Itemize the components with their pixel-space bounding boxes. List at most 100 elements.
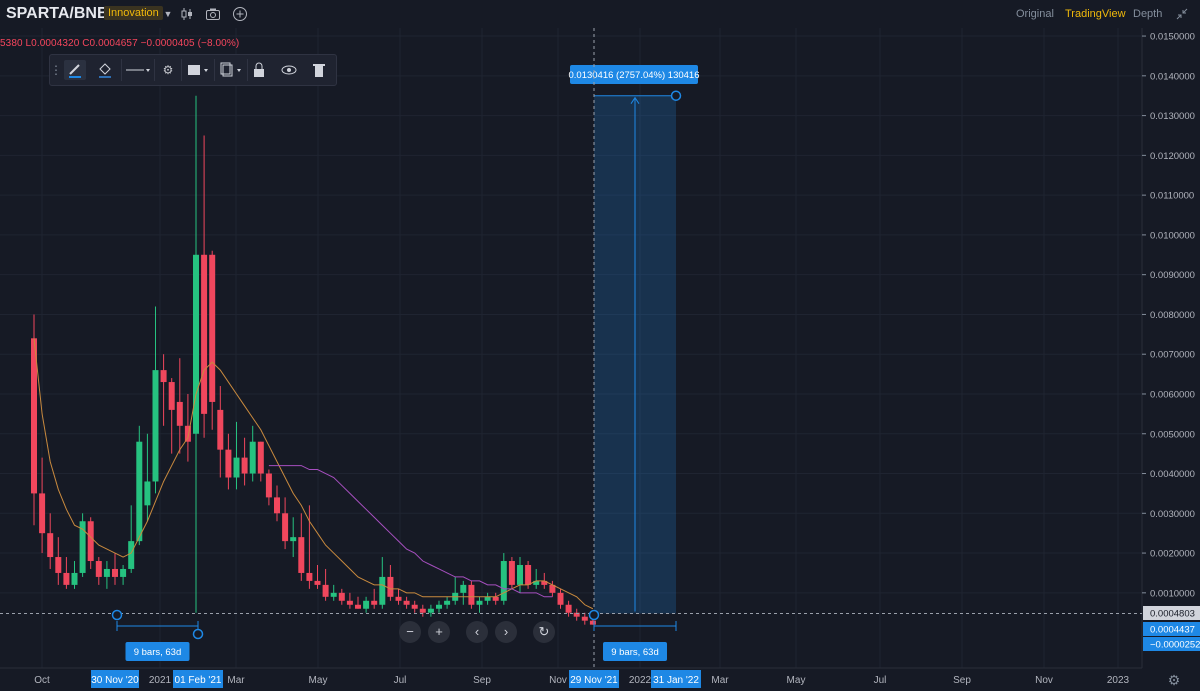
candle-body [565, 604, 572, 613]
chevron-down-icon[interactable]: ▼ [163, 9, 173, 19]
time-highlight-label: 30 Nov '20 [91, 675, 139, 686]
candle-body [306, 572, 313, 581]
range-left-label: 9 bars, 63d [134, 647, 182, 658]
reset-icon[interactable]: ↻ [533, 621, 555, 643]
settings-icon[interactable]: ⚙ [1167, 672, 1181, 688]
scroll-left-icon[interactable]: ‹ [466, 621, 488, 643]
gear-icon[interactable]: ⚙ [162, 63, 174, 77]
pencil-icon[interactable] [64, 60, 86, 80]
time-tick-label: 2022 [629, 675, 652, 686]
clone-icon[interactable] [217, 60, 245, 80]
candle-body [314, 580, 321, 585]
candle-body [209, 254, 216, 402]
price-marker-box [1143, 622, 1200, 636]
add-indicator-icon[interactable] [232, 6, 248, 22]
plot-area [0, 28, 1142, 668]
time-tick-label: May [309, 675, 328, 686]
candle-body [541, 580, 548, 585]
candle-body [338, 592, 345, 601]
collapse-arrows-icon[interactable] [1174, 6, 1190, 22]
candle-body [330, 592, 337, 597]
ohlc-readout: 5380 L0.0004320 C0.0004657 −0.0000405 (−… [0, 38, 240, 49]
range-handle [192, 628, 204, 640]
candle-body [549, 584, 556, 593]
candle-chart-icon[interactable] [179, 6, 195, 22]
candle-body [573, 612, 580, 617]
candle-body [265, 473, 272, 498]
price-marker-label: 0.0004437 [1150, 625, 1195, 636]
candle-body [144, 481, 151, 506]
line-style-icon[interactable] [124, 60, 152, 80]
innovation-badge: Innovation [104, 6, 163, 20]
price-tick-label: 0.0150000 [1150, 32, 1195, 43]
scroll-right-icon[interactable]: › [495, 621, 517, 643]
candle-body [168, 382, 175, 410]
tab-original[interactable]: Original [1016, 8, 1054, 20]
candle-body [152, 370, 159, 482]
candle-body [517, 564, 523, 585]
ma-short-line [33, 338, 594, 610]
candle-body [241, 457, 248, 474]
candle-body [249, 441, 256, 474]
drag-handle-icon[interactable]: ⋮ [50, 63, 62, 77]
lock-icon[interactable] [248, 60, 270, 80]
measure-handle [670, 90, 682, 101]
zoom-out-icon[interactable]: − [399, 621, 421, 643]
time-highlight-box [173, 670, 223, 688]
price-axis [1142, 28, 1200, 668]
time-highlight-label: 31 Jan '22 [653, 675, 699, 686]
price-marker-box [1143, 606, 1200, 620]
candle-body [403, 600, 410, 605]
price-marker-label: 0.0004803 [1150, 609, 1195, 620]
candle-body [55, 557, 62, 573]
ma-long-line [268, 465, 553, 598]
candle-body [184, 425, 191, 442]
eye-icon[interactable] [278, 60, 300, 80]
candle-body [274, 497, 280, 514]
price-tick-label: 0.0090000 [1150, 270, 1195, 281]
candle-body [71, 572, 78, 585]
range-right-label: 9 bars, 63d [611, 647, 659, 658]
time-tick-label: Nov [1035, 675, 1053, 686]
trash-icon[interactable] [308, 60, 330, 80]
candle-body [371, 600, 378, 605]
time-tick-label: Nov [549, 675, 567, 686]
price-tick-label: 0.0120000 [1150, 151, 1195, 162]
time-tick-label: Jul [394, 675, 407, 686]
candle-body [128, 541, 135, 569]
candle-body [47, 533, 54, 558]
candle-body [160, 370, 167, 383]
candle-body [322, 584, 329, 597]
price-tick-label: 0.0110000 [1150, 191, 1194, 202]
time-tick-label: Mar [227, 675, 245, 686]
camera-icon[interactable] [205, 6, 221, 22]
range-left-label-box [125, 642, 190, 661]
paint-bucket-icon[interactable] [94, 60, 116, 80]
candle-body [492, 596, 499, 601]
candle-body [411, 604, 418, 609]
candle-body [95, 561, 102, 577]
candle-body [201, 254, 208, 414]
candle-body [557, 592, 564, 605]
tab-depth[interactable]: Depth [1133, 8, 1163, 20]
tab-tradingview[interactable]: TradingView [1065, 8, 1126, 20]
candle-body [120, 568, 127, 577]
time-highlight-box [569, 670, 619, 688]
candle-body [290, 537, 297, 542]
time-highlight-box [651, 670, 701, 688]
pair-symbol[interactable]: SPARTA/BNB [6, 5, 109, 22]
candle-body [79, 521, 86, 573]
zoom-in-icon[interactable]: + [428, 621, 450, 643]
candle-body [379, 576, 386, 605]
candle-body [484, 596, 491, 601]
price-tick-label: 0.0130000 [1150, 111, 1195, 122]
time-highlight-box [91, 670, 139, 688]
visibility-toggle-icon[interactable] [184, 60, 212, 80]
price-marker-label: −0.0000252 [1150, 640, 1200, 651]
candle-body [589, 620, 596, 625]
candle-body [39, 493, 46, 534]
candle-body [63, 572, 70, 585]
candle-body [436, 604, 442, 609]
candle-body [112, 568, 118, 577]
